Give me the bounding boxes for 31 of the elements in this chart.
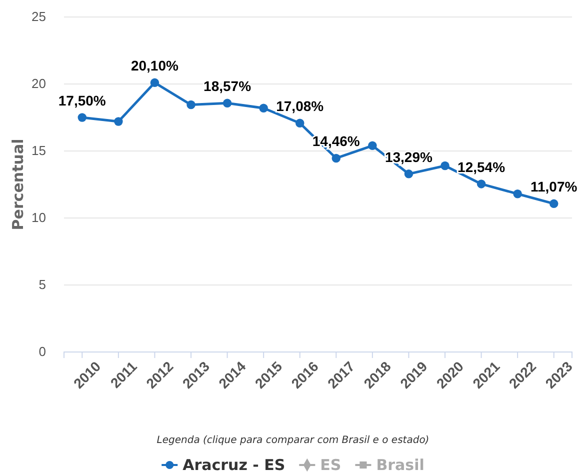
data-label: 17,08% (276, 98, 324, 114)
point (332, 154, 341, 163)
data-label: 17,50% (58, 92, 106, 108)
point (114, 117, 123, 126)
y-axis-title: Percentual (9, 138, 27, 230)
point (259, 104, 268, 112)
y-tick-label: 0 (38, 344, 46, 360)
point (368, 141, 377, 150)
point (78, 113, 87, 122)
legend-label: Brasil (376, 456, 424, 473)
y-tick-label: 20 (32, 76, 46, 92)
legend-title: Legenda (clique para comparar com Brasil e o estado) (156, 435, 430, 446)
y-tick-label: 5 (38, 277, 46, 292)
point (404, 170, 414, 178)
point (295, 118, 304, 128)
data-label: 18,57% (204, 78, 252, 94)
point (186, 100, 196, 110)
y-tick-label: 10 (32, 210, 46, 226)
y-tick-label: 15 (32, 143, 46, 158)
data-label: 20,10% (130, 58, 180, 74)
data-label: 12,54% (458, 158, 506, 175)
point (440, 161, 450, 170)
point (222, 98, 232, 108)
legend-label: Aracruz - ES (182, 456, 286, 473)
data-label: 11,07% (530, 178, 578, 195)
point (549, 199, 558, 208)
point (476, 180, 486, 188)
point (150, 78, 160, 88)
y-tick-label: 25 (32, 9, 46, 24)
legend-label: ES (320, 456, 342, 473)
point (513, 190, 522, 198)
